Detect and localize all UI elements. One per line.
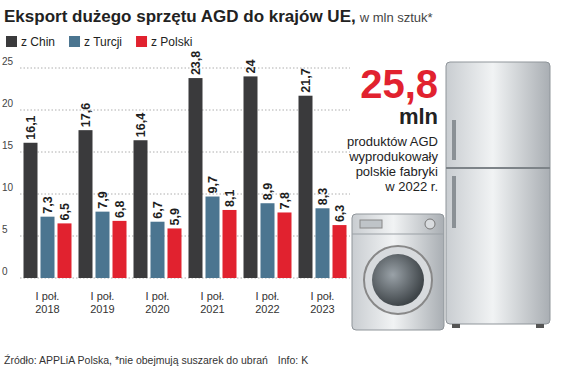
bar: [96, 212, 110, 278]
data-label: 5,9: [168, 208, 182, 225]
bar: [113, 221, 127, 278]
legend-label: z Chin: [21, 35, 55, 49]
bar: [168, 228, 182, 278]
chart: Eksport dużego sprzętu AGD do krajów UE,…: [0, 0, 564, 372]
bar: [134, 140, 148, 278]
data-label: 23,8: [189, 51, 203, 75]
washer-panel: [352, 234, 444, 235]
bar: [278, 212, 292, 278]
illustration: [352, 62, 550, 330]
annotation-line: wyprodukowały: [348, 149, 438, 164]
data-label: 8,3: [316, 188, 330, 205]
legend: z Chin z Turcji z Polski: [6, 35, 192, 49]
data-label: 7,8: [278, 192, 292, 209]
x-tick-line: 2023: [310, 303, 334, 315]
bar: [189, 78, 203, 278]
bar: [79, 130, 93, 278]
x-tick-line: I poł.: [36, 290, 60, 302]
data-label: 7,9: [96, 191, 110, 208]
data-label: 24: [244, 59, 258, 73]
bar: [333, 225, 347, 278]
bar: [261, 203, 275, 278]
y-tick-label: 25: [2, 56, 14, 67]
x-tick-line: 2021: [200, 303, 224, 315]
x-tick-line: I poł.: [91, 290, 115, 302]
x-tick-line: 2020: [145, 303, 169, 315]
bar: [223, 210, 237, 278]
annotation-value: 25,8: [360, 62, 438, 106]
x-tick-line: I poł.: [311, 290, 335, 302]
bar: [244, 76, 258, 278]
legend-label: z Turcji: [84, 35, 122, 49]
data-label: 6,3: [333, 205, 347, 222]
washer-body: [352, 214, 444, 330]
legend-label: z Polski: [151, 35, 192, 49]
washer-knob: [425, 219, 435, 229]
annotation-line: produktów AGD: [347, 134, 438, 149]
data-label: 16,4: [134, 113, 148, 137]
annotation-line: w 2022 r.: [384, 179, 438, 194]
title-text: Eksport dużego sprzętu AGD do krajów UE,: [4, 7, 356, 26]
data-label: 8,1: [223, 190, 237, 207]
annotation-line: polskie fabryki: [356, 164, 438, 179]
data-label: 8,9: [261, 183, 275, 200]
data-label: 7,3: [41, 196, 55, 213]
bar: [41, 217, 55, 278]
annotation-unit: mln: [399, 104, 438, 129]
legend-swatch: [136, 36, 147, 47]
x-tick-line: 2018: [35, 303, 59, 315]
data-label: 21,7: [299, 68, 313, 92]
grid-line: [20, 68, 350, 69]
title: Eksport dużego sprzętu AGD do krajów UE,…: [4, 7, 433, 26]
x-tick-label: I poł.2021: [200, 290, 224, 315]
annotation: 25,8mln produktów AGDwyprodukowałypolskie…: [347, 62, 439, 194]
y-tick-label: 15: [2, 140, 14, 151]
legend-swatch: [6, 36, 17, 47]
bar: [206, 197, 220, 278]
x-tick-label: I poł.2022: [255, 290, 279, 315]
data-label: 16,1: [24, 115, 38, 139]
x-tick-line: 2019: [90, 303, 114, 315]
data-label: 9,7: [206, 176, 220, 193]
x-tick-label: I poł.2020: [145, 290, 169, 315]
legend-swatch: [69, 36, 80, 47]
washer-door: [364, 246, 432, 314]
bar: [58, 223, 72, 278]
x-tick-line: I poł.: [146, 290, 170, 302]
bar: [151, 222, 165, 278]
y-tick-label: 10: [2, 182, 14, 193]
y-tick-label: 20: [2, 98, 14, 109]
subtitle: w mln sztuk*: [359, 10, 433, 25]
fridge-handle: [452, 120, 456, 160]
data-labels: 16,1 7,36,5 17,6 7,96,8 16,4 6,75,9 23,8 9,78,1…: [24, 51, 347, 226]
y-tick-label: 0: [2, 266, 8, 277]
y-tick-label: 5: [2, 224, 8, 235]
x-tick-line: 2022: [255, 303, 279, 315]
x-tick-label: I poł.2023: [310, 290, 334, 315]
washer-drawer: [360, 220, 382, 228]
x-tick-label: I poł.2018: [35, 290, 59, 315]
fridge-split: [446, 167, 550, 169]
fridge-handle: [452, 176, 456, 228]
bar: [316, 208, 330, 278]
data-label: 17,6: [79, 103, 93, 127]
x-tick-line: I poł.: [201, 290, 225, 302]
bar: [299, 96, 313, 278]
source: Źródło: APPLiA Polska, *nie obejmują sus…: [4, 354, 268, 366]
data-label: 6,5: [58, 203, 72, 220]
x-tick-line: I poł.: [256, 290, 280, 302]
grid: 0 5 10 15 20 25: [2, 56, 350, 278]
bar: [24, 143, 38, 278]
x-tick-label: I poł.2019: [90, 290, 114, 315]
fridge-body: [446, 62, 550, 324]
fridge-foot: [452, 324, 460, 328]
data-label: 6,7: [151, 201, 165, 218]
data-label: 6,8: [113, 200, 127, 217]
bars: [24, 76, 347, 278]
washer-glass: [372, 254, 424, 306]
fridge-foot: [536, 324, 544, 328]
credit: Info: K: [278, 354, 308, 366]
